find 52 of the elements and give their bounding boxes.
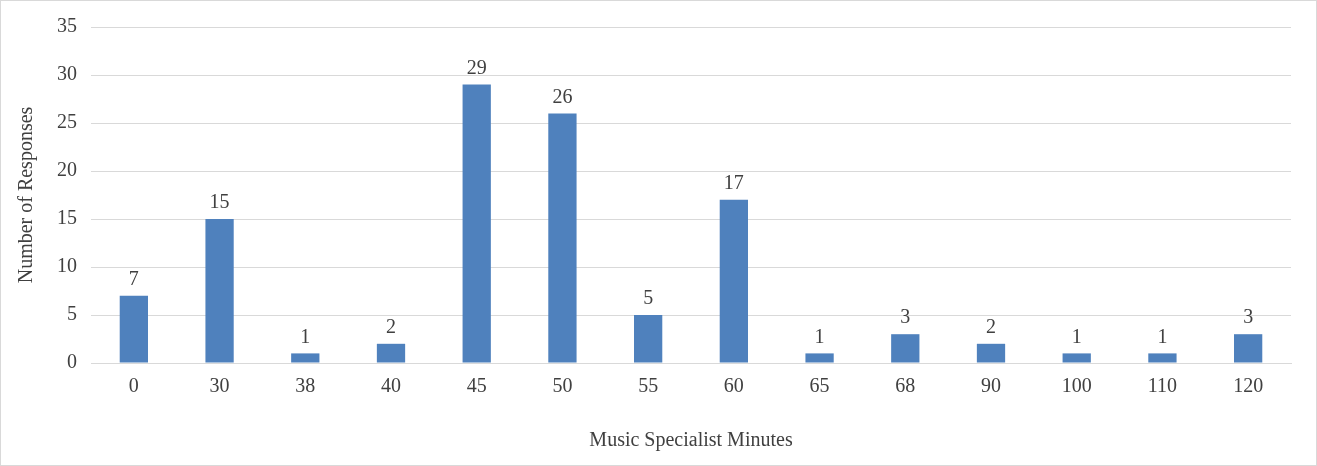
- bar: [291, 353, 320, 363]
- bar: [634, 315, 663, 363]
- data-label: 29: [466, 55, 487, 78]
- data-label: 1: [814, 324, 825, 347]
- x-tick-label: 45: [466, 374, 487, 397]
- bar: [376, 343, 406, 363]
- x-tick-label: 38: [295, 374, 316, 397]
- x-tick-label: 60: [723, 374, 744, 397]
- x-tick-label: 55: [638, 374, 659, 397]
- bar: [205, 219, 234, 363]
- x-tick-label: 90: [981, 374, 1001, 397]
- data-label: 15: [209, 190, 230, 213]
- y-tick-label: 30: [57, 62, 77, 85]
- bar: [719, 199, 748, 363]
- x-tick-label: 68: [895, 374, 916, 397]
- data-label: 1: [300, 324, 311, 347]
- x-tick-label: 30: [209, 374, 230, 397]
- bar: [119, 295, 148, 363]
- y-axis-title: Number of Responses: [14, 106, 38, 284]
- y-tick-label: 25: [57, 110, 77, 133]
- x-tick-label: 50: [552, 374, 573, 397]
- bar: [1148, 353, 1177, 363]
- data-label: 2: [386, 315, 396, 338]
- data-label: 1: [1071, 324, 1082, 347]
- data-label: 26: [552, 84, 573, 107]
- y-tick-label: 0: [67, 350, 77, 373]
- x-tick-label: 110: [1147, 374, 1178, 397]
- x-tick-label: 65: [809, 374, 830, 397]
- data-label: 1: [1157, 324, 1168, 347]
- bar: [462, 84, 491, 363]
- y-tick-label: 35: [57, 14, 77, 37]
- x-tick-label: 40: [381, 374, 401, 397]
- x-tick-label: 120: [1233, 374, 1264, 397]
- y-tick-label: 10: [57, 254, 77, 277]
- bar: [1062, 353, 1091, 363]
- data-label: 3: [900, 305, 911, 328]
- data-label: 17: [723, 171, 744, 194]
- bar: [805, 353, 834, 363]
- y-tick-label: 20: [57, 158, 77, 181]
- bar: [548, 113, 577, 363]
- x-axis-title: Music Specialist Minutes: [589, 428, 793, 452]
- data-label: 5: [643, 286, 654, 309]
- data-label: 7: [128, 267, 139, 290]
- bar: [891, 334, 920, 363]
- y-tick-label: 15: [57, 206, 77, 229]
- data-label: 3: [1243, 305, 1254, 328]
- y-tick-label: 5: [67, 302, 77, 325]
- x-tick-label: 0: [128, 374, 139, 397]
- bar: [1234, 334, 1263, 363]
- bar: [976, 343, 1006, 363]
- x-tick-label: 100: [1061, 374, 1092, 397]
- data-label: 2: [986, 315, 996, 338]
